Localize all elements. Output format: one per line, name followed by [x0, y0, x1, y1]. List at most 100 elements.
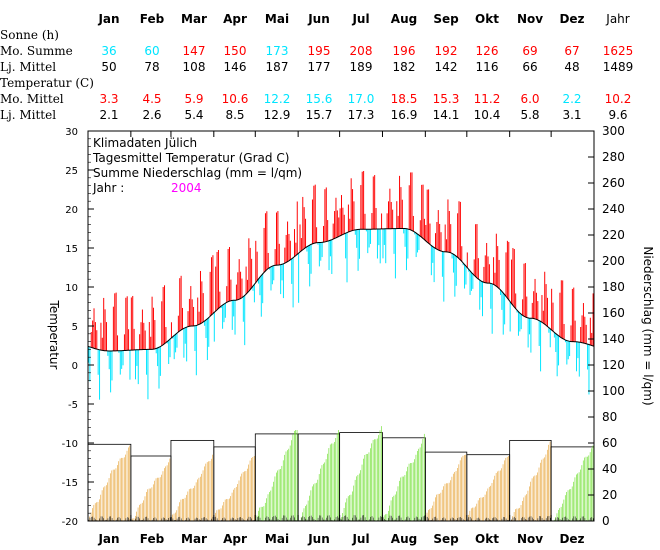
- precip-daily-bar: [285, 517, 287, 521]
- precip-daily-bar: [469, 516, 471, 521]
- precip-cumulative-bar: [363, 458, 364, 521]
- temperature-day-bar: [227, 248, 229, 302]
- precip-cumulative-bar: [430, 508, 432, 521]
- precip-daily-bar: [337, 516, 338, 521]
- temperature-day-bar: [295, 242, 297, 256]
- temperature-day-bar: [264, 213, 266, 271]
- precip-cumulative-bar: [358, 473, 360, 521]
- precip-daily-bar: [276, 517, 277, 521]
- precip-daily-bar: [277, 518, 279, 521]
- precip-daily-bar: [330, 517, 331, 521]
- precip-daily-bar: [397, 515, 399, 521]
- temperature-day-bar: [220, 305, 222, 309]
- precip-cumulative-bar: [242, 472, 244, 521]
- precip-cumulative-bar: [498, 470, 500, 521]
- temperature-day-bar: [578, 342, 580, 377]
- temperature-day-bar: [229, 247, 230, 302]
- precip-daily-bar: [288, 519, 290, 521]
- precip-daily-bar: [273, 516, 275, 521]
- temperature-day-bar: [404, 228, 406, 247]
- precip-cumulative-bar: [146, 491, 147, 521]
- temperature-day-bar: [270, 266, 272, 291]
- precip-cumulative-bar: [432, 505, 433, 521]
- temperature-day-bar: [170, 322, 172, 338]
- temperature-day-bar: [188, 298, 190, 327]
- precip-cumulative-bar: [293, 430, 295, 521]
- temperature-day-bar: [208, 317, 210, 347]
- precip-daily-bar: [432, 518, 434, 521]
- precip-cumulative-bar: [271, 486, 273, 521]
- precip-daily-bar: [129, 519, 131, 521]
- precip-daily-bar: [388, 518, 389, 521]
- sonne-longterm-value-nov: 66: [522, 60, 538, 74]
- precip-cumulative-bar: [520, 505, 522, 521]
- precip-daily-bar: [303, 516, 305, 521]
- temperature-day-bar: [479, 280, 481, 310]
- precip-cumulative-bar: [282, 460, 284, 521]
- precip-cumulative-bar: [461, 457, 462, 521]
- bottom-month-label-jan: Jan: [97, 532, 119, 546]
- precip-daily-bar: [422, 516, 424, 521]
- precip-cumulative-bar: [342, 513, 343, 521]
- temperature-day-bar: [238, 259, 240, 300]
- precip-daily-bar: [250, 516, 251, 521]
- precip-cumulative-bar: [104, 486, 106, 521]
- precip-cumulative-bar: [240, 476, 241, 521]
- precip-cumulative-bar: [305, 506, 306, 521]
- temperature-day-bar: [537, 301, 539, 321]
- month-header-jan: Jan: [98, 12, 120, 26]
- temperature-day-bar: [567, 341, 569, 360]
- month-header-okt: Okt: [475, 12, 499, 26]
- temperature-day-bar: [230, 279, 232, 301]
- legend-line-3: Summe Niederschlag (mm = l/qm): [93, 166, 302, 180]
- temperature-day-bar: [408, 185, 410, 230]
- temperature-day-bar: [296, 201, 298, 255]
- temperature-day-bar: [444, 224, 446, 252]
- precip-daily-bar: [265, 517, 266, 521]
- precip-daily-bar: [496, 518, 497, 521]
- temperatur-month-value-aug: 18.5: [390, 92, 418, 106]
- temperature-day-bar: [446, 239, 448, 252]
- bottom-month-label-feb: Feb: [140, 532, 165, 546]
- precip-daily-bar: [156, 518, 157, 521]
- precip-cumulative-bar: [527, 490, 529, 521]
- temperature-day-bar: [235, 284, 237, 301]
- precip-cumulative-bar: [458, 464, 460, 521]
- temperature-day-bar: [213, 312, 215, 342]
- precip-cumulative-bar: [323, 463, 324, 521]
- temperature-day-bar: [114, 293, 116, 351]
- precip-daily-bar: [404, 519, 406, 521]
- temperature-day-bar: [289, 240, 291, 260]
- right-tick-label: 20: [602, 488, 617, 502]
- precip-daily-bar: [324, 519, 326, 521]
- precip-cumulative-bar: [183, 498, 184, 521]
- precip-daily-bar: [541, 517, 543, 521]
- right-tick-label: 260: [602, 176, 625, 190]
- precip-cumulative-bar: [452, 473, 454, 521]
- precip-cumulative-bar: [115, 468, 117, 521]
- precip-daily-bar: [230, 518, 232, 521]
- temperature-day-bar: [563, 323, 565, 340]
- temperature-day-bar: [450, 224, 452, 253]
- temperature-day-bar: [524, 263, 526, 318]
- temperature-day-bar: [117, 335, 119, 351]
- temperature-day-bar: [135, 349, 136, 380]
- sonne-longterm-value-feb: 78: [144, 60, 160, 74]
- precip-cumulative-bar: [365, 454, 367, 521]
- temperature-day-bar: [386, 213, 388, 229]
- precip-daily-bar: [579, 519, 580, 521]
- precip-cumulative-bar: [251, 457, 252, 521]
- precip-cumulative-bar: [548, 444, 549, 521]
- precip-daily-bar: [591, 517, 593, 521]
- precip-daily-bar: [328, 515, 330, 521]
- temperature-day-bar: [576, 341, 578, 372]
- precip-cumulative-bar: [556, 513, 558, 521]
- precip-cumulative-bar: [114, 469, 115, 521]
- precip-daily-bar: [475, 519, 476, 521]
- precip-cumulative-bar: [439, 493, 440, 521]
- precip-daily-bar: [200, 519, 201, 521]
- precip-daily-bar: [327, 515, 328, 521]
- precip-daily-bar: [562, 517, 564, 521]
- precip-daily-bar: [115, 519, 117, 521]
- precip-cumulative-bar: [233, 489, 234, 521]
